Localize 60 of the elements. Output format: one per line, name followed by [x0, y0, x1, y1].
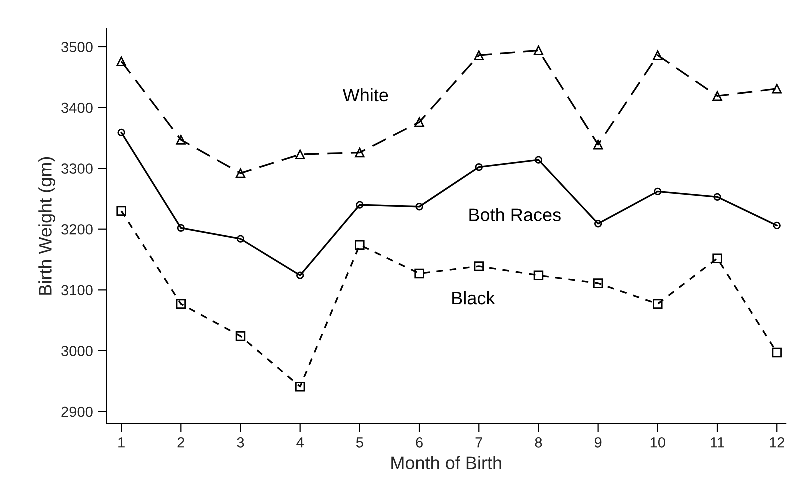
point [653, 50, 663, 60]
point [356, 201, 364, 209]
y-tick-label: 3300 [62, 164, 93, 174]
point [355, 240, 365, 250]
series-label: Black [452, 291, 496, 305]
point [654, 188, 662, 196]
point [593, 140, 604, 150]
x-tick-label: 6 [416, 437, 423, 448]
point [118, 128, 126, 137]
y-tick-label: 3400 [62, 102, 93, 114]
x-axis-title: Month of Birth [392, 456, 502, 470]
point [474, 50, 484, 60]
point [594, 220, 602, 228]
point [773, 222, 781, 230]
point [296, 272, 304, 280]
point [416, 203, 424, 211]
y-tick-label: 3200 [62, 224, 93, 235]
point [414, 268, 424, 279]
point [712, 254, 722, 264]
point [653, 299, 663, 310]
point [236, 235, 245, 243]
point [534, 270, 544, 280]
x-tick-label: 1 [118, 438, 125, 448]
point [712, 91, 722, 102]
y-tick-label: 3500 [62, 42, 93, 52]
x-tick-label: 9 [594, 437, 602, 448]
x-tick-label: 10 [650, 437, 666, 448]
point [176, 135, 186, 145]
x-tick-label: 12 [770, 437, 784, 448]
point [177, 224, 185, 232]
point [714, 193, 722, 201]
point [772, 84, 782, 94]
x-tick-label: 3 [237, 437, 244, 448]
series-label: Both Races [470, 208, 561, 222]
y-tick-label: 3000 [62, 346, 93, 356]
x-tick-label: 5 [356, 438, 364, 448]
point [534, 46, 544, 56]
x-tick-label: 4 [296, 438, 304, 448]
point [176, 299, 186, 310]
point [236, 332, 246, 342]
point [772, 348, 782, 358]
point [295, 382, 306, 392]
x-tick-label: 2 [178, 437, 184, 448]
y-tick-label: 3100 [62, 285, 93, 296]
y-axis-title: Birth Weight (gm) [38, 157, 56, 295]
x-tick-label: 11 [711, 438, 724, 448]
point [474, 262, 484, 272]
point [355, 148, 365, 158]
point [116, 206, 126, 216]
y-tick-label: 2900 [62, 406, 93, 418]
x-tick-label: 7 [476, 438, 482, 448]
point [534, 156, 543, 164]
point [116, 56, 126, 66]
point [236, 168, 246, 178]
point [593, 278, 604, 288]
point [414, 118, 424, 128]
point [475, 164, 483, 172]
x-tick-label: 8 [535, 437, 542, 448]
series-label: White [342, 88, 388, 102]
point [295, 150, 306, 160]
